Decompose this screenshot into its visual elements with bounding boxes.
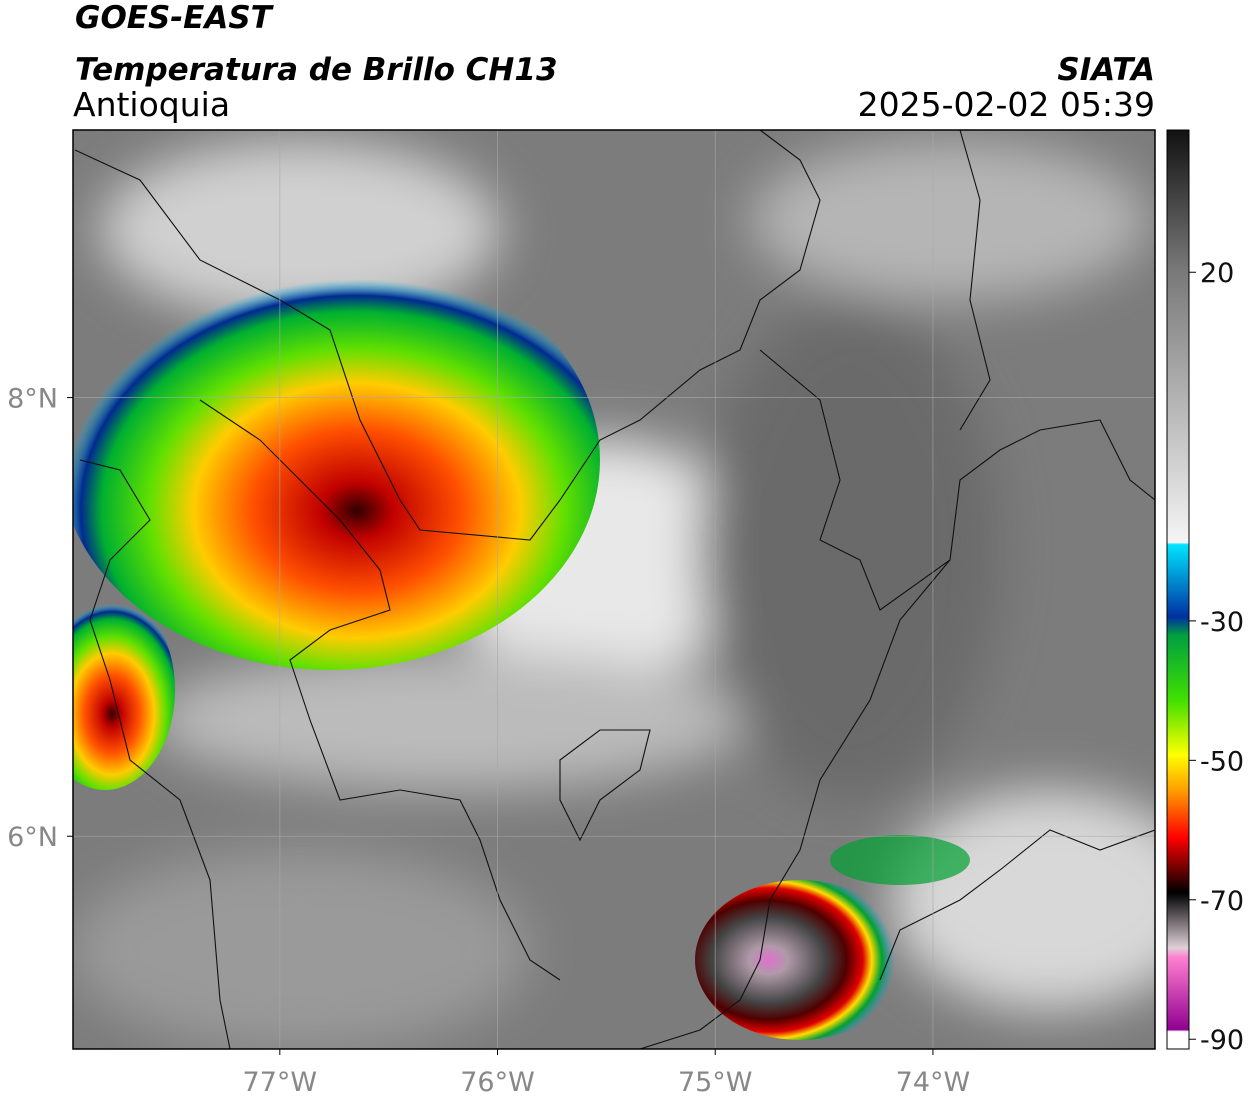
colorbar-tick-label: -70: [1200, 886, 1244, 917]
colorbar: [1166, 129, 1190, 1050]
grid: [73, 130, 1155, 1049]
colorbar-tick-label: 20: [1200, 258, 1234, 289]
region: Antioquia: [73, 85, 230, 124]
x-tick-label: 74°W: [896, 1067, 971, 1098]
y-tick-label: 8°N: [7, 384, 58, 415]
source: SIATA: [1057, 52, 1155, 88]
colorbar-tick-label: -30: [1200, 607, 1244, 638]
x-tick-label: 75°W: [678, 1067, 753, 1098]
x-tick-label: 77°W: [243, 1067, 318, 1098]
timestamp: 2025-02-02 05:39: [858, 85, 1155, 124]
subtitle: Temperatura de Brillo CH13: [75, 52, 558, 88]
colorbar-tick-label: -90: [1200, 1025, 1244, 1056]
colorbar-tick-label: -50: [1200, 746, 1244, 777]
map-frame: [72, 129, 1156, 1050]
x-tick-label: 76°W: [460, 1067, 535, 1098]
map-imagery: [73, 130, 1155, 1049]
y-tick-label: 6°N: [7, 822, 58, 853]
title: GOES-EAST: [75, 0, 275, 36]
